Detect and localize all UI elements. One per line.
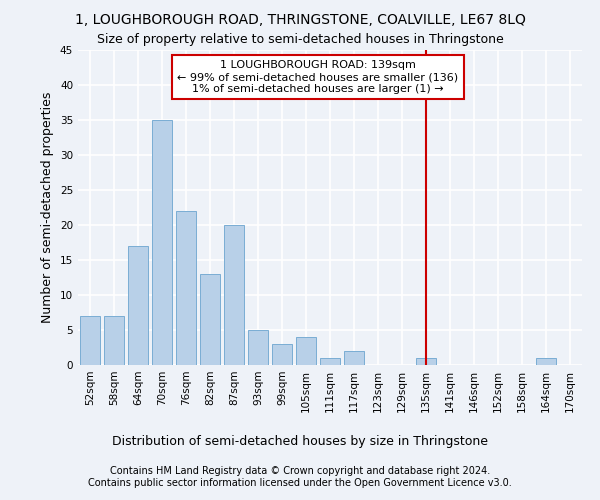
Bar	[152, 120, 172, 365]
Bar	[320, 358, 340, 365]
Y-axis label: Number of semi-detached properties: Number of semi-detached properties	[41, 92, 55, 323]
Bar	[536, 358, 556, 365]
Text: Distribution of semi-detached houses by size in Thringstone: Distribution of semi-detached houses by …	[112, 435, 488, 448]
Bar	[128, 246, 148, 365]
Text: 1 LOUGHBOROUGH ROAD: 139sqm
← 99% of semi-detached houses are smaller (136)
1% o: 1 LOUGHBOROUGH ROAD: 139sqm ← 99% of sem…	[178, 60, 458, 94]
Text: Size of property relative to semi-detached houses in Thringstone: Size of property relative to semi-detach…	[97, 32, 503, 46]
Bar	[224, 225, 244, 365]
Bar	[80, 316, 100, 365]
Text: Contains HM Land Registry data © Crown copyright and database right 2024.
Contai: Contains HM Land Registry data © Crown c…	[88, 466, 512, 487]
Bar	[296, 337, 316, 365]
Bar	[344, 351, 364, 365]
Bar	[272, 344, 292, 365]
Bar	[248, 330, 268, 365]
Bar	[416, 358, 436, 365]
Bar	[104, 316, 124, 365]
Bar	[200, 274, 220, 365]
Text: 1, LOUGHBOROUGH ROAD, THRINGSTONE, COALVILLE, LE67 8LQ: 1, LOUGHBOROUGH ROAD, THRINGSTONE, COALV…	[74, 12, 526, 26]
Bar	[176, 211, 196, 365]
